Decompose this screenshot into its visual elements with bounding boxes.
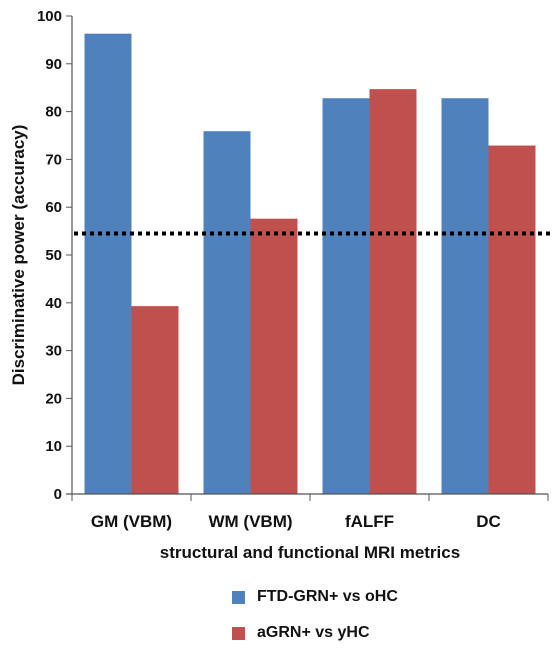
- legend-item-series-1: FTD-GRN+ vs oHC: [232, 586, 398, 608]
- y-tick-label: 0: [54, 486, 62, 503]
- x-category-label: DC: [476, 512, 501, 531]
- x-axis-category-labels: GM (VBM) WM (VBM) fALFF DC: [91, 512, 501, 531]
- bar-series-1-falff: [322, 98, 370, 494]
- bar-series-2-dc: [488, 145, 536, 494]
- legend: FTD-GRN+ vs oHC aGRN+ vs yHC: [232, 586, 398, 658]
- x-category-label: fALFF: [345, 512, 394, 531]
- x-category-label: GM (VBM): [91, 512, 172, 531]
- legend-label-series-1: FTD-GRN+ vs oHC: [257, 588, 398, 605]
- y-tick-label: 90: [45, 56, 62, 73]
- y-tick-label: 30: [45, 343, 62, 360]
- bars: [84, 33, 536, 494]
- x-category-label: WM (VBM): [208, 512, 292, 531]
- y-tick-label: 40: [45, 295, 62, 312]
- bar-series-2-gm-vbm: [131, 306, 179, 494]
- bar-series-2-wm-vbm: [250, 218, 298, 494]
- legend-label-series-2: aGRN+ vs yHC: [257, 624, 370, 641]
- y-axis-title: Discriminative power (accuracy): [9, 125, 28, 386]
- y-tick-label: 50: [45, 247, 62, 264]
- axes: [66, 16, 549, 501]
- y-tick-label: 80: [45, 104, 62, 121]
- bar-series-1-gm-vbm: [84, 33, 132, 494]
- x-axis-title: structural and functional MRI metrics: [160, 543, 460, 562]
- legend-swatch-series-1: [232, 590, 245, 604]
- y-axis-ticks: 0 10 20 30 40 50 60 70 80 90 100: [37, 8, 72, 503]
- y-tick-label: 70: [45, 151, 62, 168]
- y-tick-label: 10: [45, 438, 62, 455]
- y-tick-label: 20: [45, 390, 62, 407]
- bar-series-1-wm-vbm: [203, 131, 251, 494]
- bar-series-2-falff: [369, 89, 417, 494]
- y-tick-label: 100: [37, 8, 62, 25]
- bar-series-1-dc: [441, 98, 489, 494]
- legend-item-series-2: aGRN+ vs yHC: [232, 622, 398, 644]
- y-tick-label: 60: [45, 199, 62, 216]
- legend-swatch-series-2: [232, 626, 245, 640]
